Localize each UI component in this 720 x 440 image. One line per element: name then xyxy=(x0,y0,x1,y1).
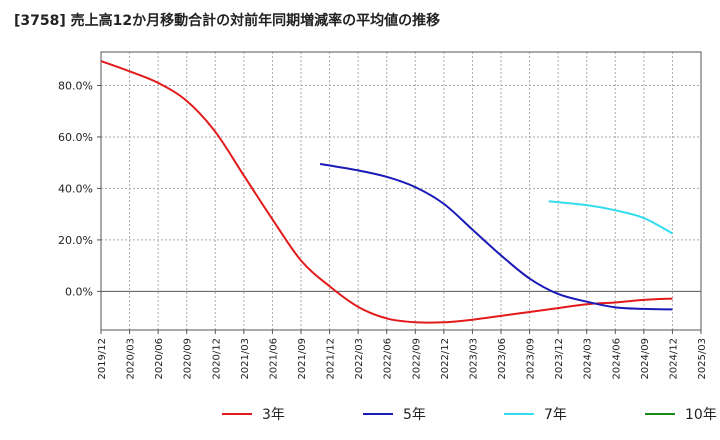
y-tick-label: 80.0% xyxy=(58,79,93,92)
x-tick-label: 2022/12 xyxy=(440,338,451,380)
x-tick-label: 2025/03 xyxy=(697,338,708,380)
x-tick-label: 2022/06 xyxy=(383,338,394,380)
x-tick-label: 2020/12 xyxy=(211,338,222,380)
y-tick-label: 60.0% xyxy=(58,131,93,144)
chart-title: [3758] 売上高12か月移動合計の対前年同期増減率の平均値の推移 xyxy=(14,13,441,29)
x-tick-label: 2024/06 xyxy=(611,338,622,380)
x-tick-label: 2020/06 xyxy=(154,338,165,380)
x-tick-label: 2019/12 xyxy=(97,338,108,380)
y-tick-label: 0.0% xyxy=(65,285,93,298)
plot-frame xyxy=(100,51,702,331)
legend-label-1: 5年 xyxy=(403,407,426,423)
y-tick-label: 40.0% xyxy=(58,182,93,195)
x-tick-label: 2021/06 xyxy=(268,338,279,380)
x-tick-label: 2022/09 xyxy=(411,338,422,380)
legend: 3年 5年 7年 10年 xyxy=(222,407,717,423)
x-tick-label: 2020/03 xyxy=(126,338,137,380)
x-tick-label: 2024/03 xyxy=(583,338,594,380)
x-tick-label: 2021/09 xyxy=(297,338,308,380)
legend-label-2: 7年 xyxy=(544,407,567,423)
x-tick-label: 2023/03 xyxy=(468,338,479,380)
series-line-2 xyxy=(548,200,673,235)
y-axis-ticks: 0.0% 20.0% 40.0% 60.0% 80.0% xyxy=(58,79,101,298)
grid-lines xyxy=(100,52,702,330)
legend-label-0: 3年 xyxy=(262,407,285,423)
x-tick-label: 2024/09 xyxy=(640,338,651,380)
x-tick-label: 2023/09 xyxy=(526,338,537,380)
x-tick-label: 2024/12 xyxy=(668,338,679,380)
x-axis-ticks: 2019/12 2020/03 2020/06 2020/09 2020/12 2021/… xyxy=(97,330,708,380)
series-line-0 xyxy=(100,60,673,324)
x-tick-label: 2022/03 xyxy=(354,338,365,380)
x-tick-label: 2023/06 xyxy=(497,338,508,380)
series-line-1 xyxy=(319,162,673,311)
y-tick-label: 20.0% xyxy=(58,234,93,247)
x-tick-label: 2023/12 xyxy=(554,338,565,380)
x-tick-label: 2021/03 xyxy=(240,338,251,380)
x-tick-label: 2021/12 xyxy=(326,338,337,380)
series-lines xyxy=(100,60,673,324)
legend-label-3: 10年 xyxy=(685,407,717,423)
x-tick-label: 2020/09 xyxy=(183,338,194,380)
